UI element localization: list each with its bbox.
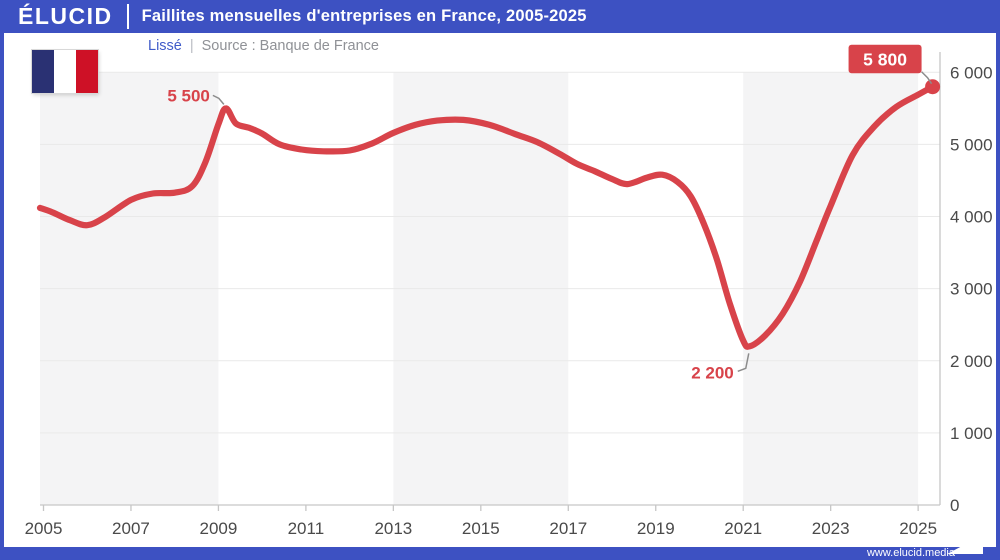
footer-bar: www.elucid.media bbox=[0, 547, 1000, 560]
right-border bbox=[996, 33, 1000, 547]
axes bbox=[40, 52, 941, 511]
svg-text:4 000: 4 000 bbox=[950, 208, 993, 227]
svg-text:2013: 2013 bbox=[374, 519, 412, 538]
svg-text:2021: 2021 bbox=[724, 519, 762, 538]
svg-text:2 000: 2 000 bbox=[950, 352, 993, 371]
flag-red-stripe bbox=[76, 50, 98, 93]
header-divider bbox=[126, 4, 129, 29]
svg-text:2023: 2023 bbox=[812, 519, 850, 538]
svg-text:2025: 2025 bbox=[899, 519, 937, 538]
svg-text:2005: 2005 bbox=[25, 519, 63, 538]
flag-white-stripe bbox=[54, 50, 76, 93]
source-label: Source : Banque de France bbox=[201, 38, 379, 54]
svg-text:3 000: 3 000 bbox=[950, 280, 993, 299]
value-badge bbox=[848, 44, 922, 74]
svg-text:2015: 2015 bbox=[462, 519, 500, 538]
gridlines bbox=[40, 71, 940, 434]
svg-text:6 000: 6 000 bbox=[950, 63, 993, 82]
france-flag-icon bbox=[32, 50, 98, 93]
website-url: www.elucid.media bbox=[866, 547, 955, 559]
annotations: 5 500 2 200 5 800 bbox=[167, 44, 933, 382]
left-border bbox=[0, 33, 4, 547]
y-axis-labels: 0 1 000 2 000 3 000 4 000 5 000 6 000 bbox=[950, 63, 993, 515]
svg-text:2019: 2019 bbox=[637, 519, 675, 538]
page-title: Faillites mensuelles d'entreprises en Fr… bbox=[141, 7, 587, 25]
subtitle-separator: | bbox=[189, 38, 194, 54]
svg-text:2011: 2011 bbox=[288, 519, 325, 538]
data-line bbox=[36, 83, 936, 350]
end-point-dot bbox=[925, 79, 941, 95]
svg-text:2007: 2007 bbox=[112, 519, 150, 538]
flag-blue-stripe bbox=[32, 50, 54, 93]
svg-text:0: 0 bbox=[950, 496, 959, 515]
svg-text:5 000: 5 000 bbox=[950, 135, 993, 154]
elucid-logo: ÉLUCID bbox=[18, 3, 113, 29]
header-bar: ÉLUCID Faillites mensuelles d'entreprise… bbox=[0, 0, 1000, 33]
svg-text:5 500: 5 500 bbox=[167, 86, 210, 105]
svg-text:2009: 2009 bbox=[200, 519, 238, 538]
elucid-arrow-icon bbox=[947, 530, 992, 554]
svg-text:1 000: 1 000 bbox=[950, 424, 993, 443]
svg-text:2 200: 2 200 bbox=[691, 363, 734, 382]
subtitle: Lissé | Source : Banque de France bbox=[148, 38, 379, 54]
svg-text:2017: 2017 bbox=[549, 519, 587, 538]
x-axis-labels: 2005 2007 2009 2011 2013 2015 2017 2019 2021 2023… bbox=[25, 519, 937, 538]
svg-text:5 800: 5 800 bbox=[863, 50, 907, 70]
series-label: Lissé bbox=[148, 38, 182, 54]
